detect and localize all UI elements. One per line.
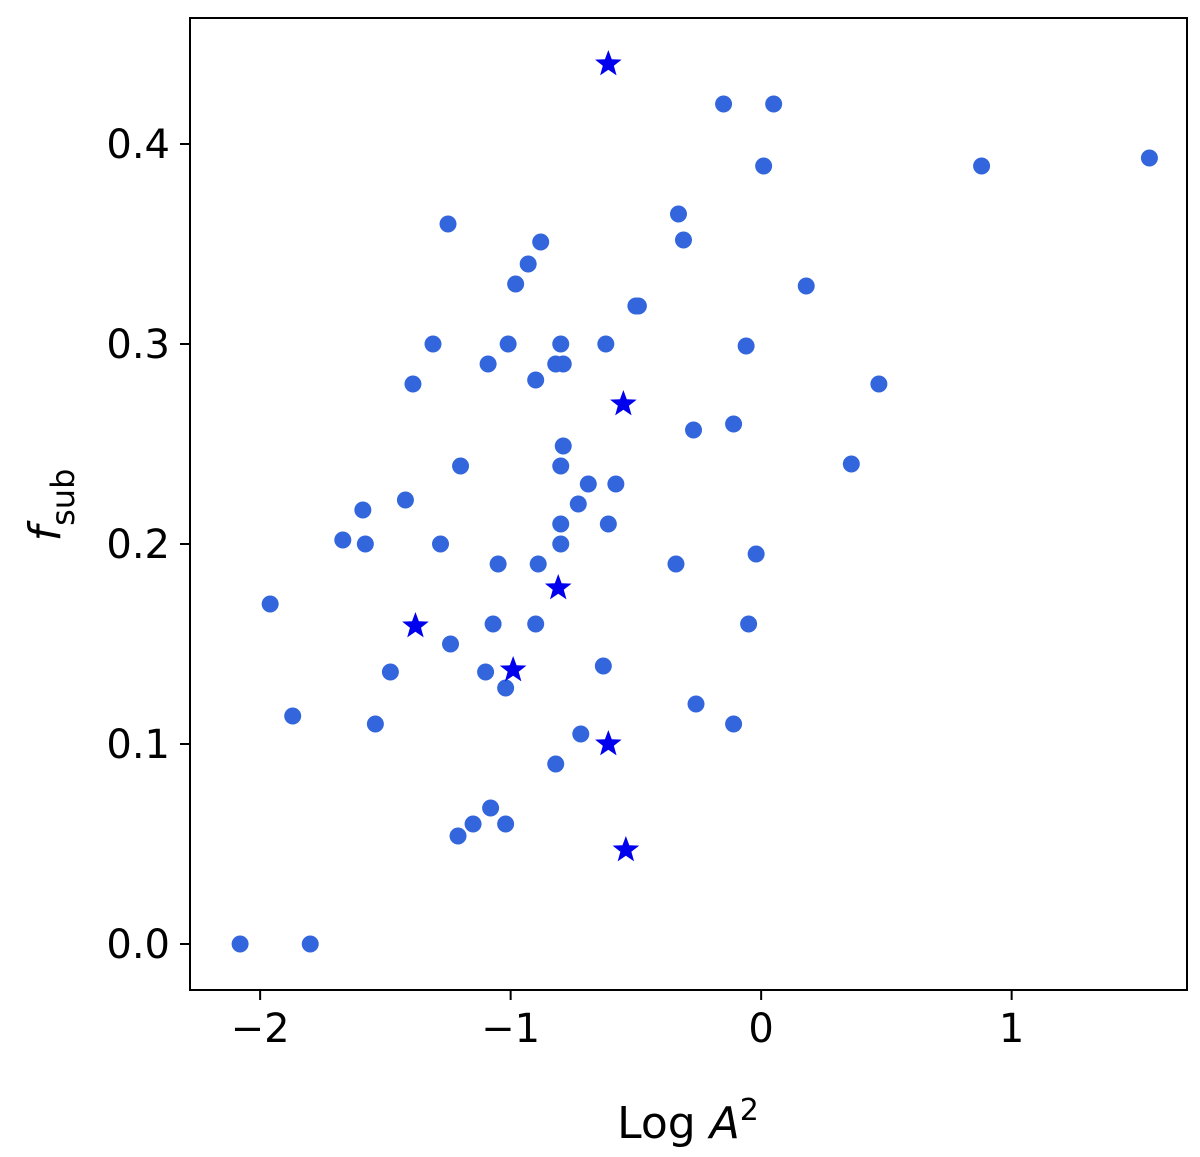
x-axis-ticks: −2 −1 0 1 [231, 990, 1024, 1052]
data-point [687, 695, 705, 713]
data-point [356, 535, 374, 553]
data-point [765, 95, 783, 113]
y-tick-label: 0.3 [106, 322, 170, 368]
data-point [442, 635, 460, 653]
data-point [572, 725, 590, 743]
data-point-star [595, 730, 622, 756]
data-point [452, 457, 470, 475]
data-point [354, 501, 372, 519]
data-point [231, 935, 249, 953]
data-point [404, 375, 422, 393]
data-point [554, 437, 572, 455]
data-point [725, 415, 743, 433]
data-point [740, 615, 758, 633]
data-point [599, 515, 617, 533]
data-point [973, 157, 991, 175]
data-point [685, 421, 703, 439]
data-point-star [610, 390, 637, 416]
data-point [579, 475, 597, 493]
data-point [552, 515, 570, 533]
data-point [519, 255, 537, 273]
data-point [396, 491, 414, 509]
data-point [507, 275, 525, 293]
x-tick-label: −2 [231, 1006, 290, 1052]
data-point [594, 657, 612, 675]
data-point [797, 277, 815, 295]
x-tick-label: 1 [999, 1006, 1024, 1052]
data-point-star [612, 836, 640, 862]
data-point [842, 455, 860, 473]
data-point [424, 335, 442, 353]
data-point [674, 231, 692, 249]
data-point [301, 935, 319, 953]
data-point [1140, 149, 1158, 167]
x-tick-label: −1 [481, 1006, 540, 1052]
data-point [597, 335, 615, 353]
y-axis-ticks: 0.0 0.1 0.2 0.3 0.4 [106, 122, 190, 968]
data-point [464, 815, 482, 833]
data-point [381, 663, 399, 681]
data-point [747, 545, 765, 563]
data-point [527, 371, 545, 389]
data-point-star [544, 574, 572, 600]
data-point [552, 335, 570, 353]
data-point [737, 337, 755, 355]
x-axis-label: Log A2 [617, 1093, 759, 1149]
data-point-star [595, 50, 622, 76]
data-point [449, 827, 467, 845]
data-point [607, 475, 625, 493]
data-point [755, 157, 773, 175]
data-point [547, 755, 565, 773]
data-point [569, 495, 587, 513]
y-tick-label: 0.2 [106, 522, 170, 568]
data-point [261, 595, 279, 613]
data-point [669, 205, 687, 223]
data-point-star [402, 612, 429, 638]
y-tick-label: 0.4 [106, 122, 170, 168]
data-point [554, 355, 572, 373]
data-point [552, 535, 570, 553]
y-axis-label: fsub [20, 469, 82, 542]
data-point [715, 95, 733, 113]
data-point [489, 555, 507, 573]
data-point-star [499, 656, 527, 682]
y-tick-label: 0.1 [106, 722, 170, 768]
data-point [479, 355, 497, 373]
data-point [667, 555, 685, 573]
data-point [725, 715, 743, 733]
data-point [284, 707, 302, 725]
data-point [870, 375, 888, 393]
data-point [499, 335, 517, 353]
y-tick-label: 0.0 [106, 922, 170, 968]
data-point [477, 663, 495, 681]
data-point [552, 457, 570, 475]
data-point [432, 535, 450, 553]
data-point [439, 215, 457, 233]
data-point [497, 679, 515, 697]
plot-frame [189, 17, 1188, 991]
data-point [484, 615, 502, 633]
data-point [334, 531, 352, 549]
data-point [629, 297, 647, 315]
data-point [497, 815, 515, 833]
data-point [366, 715, 384, 733]
data-point [532, 233, 550, 251]
plot-marks [231, 50, 1158, 953]
x-tick-label: 0 [748, 1006, 773, 1052]
data-point [529, 555, 547, 573]
data-point [482, 799, 500, 817]
data-point [527, 615, 545, 633]
